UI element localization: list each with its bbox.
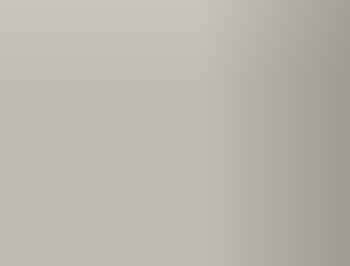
Text: a) Find the direction and magnitude of the net electric field vector created by : a) Find the direction and magnitude of t… — [48, 35, 350, 67]
Text: + 5 nC: + 5 nC — [166, 217, 206, 230]
Text: + 10 nC: + 10 nC — [49, 132, 97, 145]
Text: b)  What is the direction and magnitude of the force vector F on the -5 nC charg: b) What is the direction and magnitude o… — [48, 81, 350, 102]
Text: +: + — [167, 211, 175, 221]
Text: 3 cm: 3 cm — [107, 200, 133, 210]
Text: 4 cm: 4 cm — [48, 178, 74, 189]
Text: -5 nC: -5 nC — [49, 217, 80, 230]
Text: +: + — [87, 148, 95, 158]
Text: c) What is the total potential energy of this arrangement of charges?  Please le: c) What is the total potential energy of… — [48, 104, 350, 124]
Text: + x axis: + x axis — [205, 204, 236, 213]
